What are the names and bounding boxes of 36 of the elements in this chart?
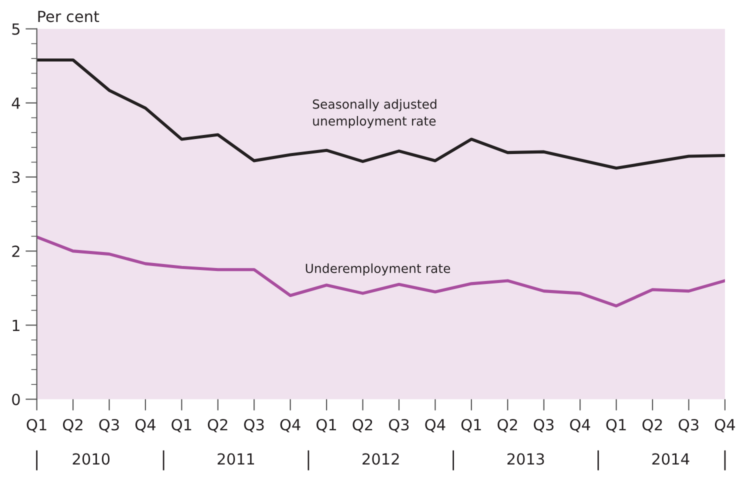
text: 2010 [72, 453, 110, 465]
x-tick-label: Q2 [63, 418, 82, 432]
y-tick-label: 0 [12, 394, 20, 406]
x-tick-label: Q2 [498, 418, 517, 432]
x-tick-label: Q1 [461, 418, 481, 432]
x-tick-label: Q1 [172, 418, 192, 432]
y-tick-label: 5 [12, 24, 20, 35]
y-tick-label: 3 [12, 171, 20, 184]
x-tick-label: Q1 [606, 418, 626, 432]
x-tick-label: Q2 [352, 418, 372, 432]
y-tick-label: 4 [12, 98, 20, 109]
text: 2012 [362, 453, 399, 465]
x-tick-label: Q3 [534, 418, 554, 432]
x-tick-label: Q4 [425, 418, 446, 432]
x-tick-label: Q3 [99, 418, 119, 432]
x-tick-label: Q4 [714, 418, 735, 432]
text: 2011 [218, 453, 254, 465]
y-tick-label: 2 [12, 246, 20, 257]
x-tick-label: Q4 [570, 418, 590, 432]
x-tick-label: Q3 [678, 418, 698, 432]
x-tick-label: Q4 [135, 418, 156, 432]
y-axis-title: Per cent [38, 10, 100, 22]
series-label: Seasonally adjusted unemployment rate [312, 99, 436, 128]
x-tick-label: Q4 [280, 418, 300, 432]
x-tick-label: Q1 [316, 418, 336, 432]
line-series [36, 58, 725, 170]
x-tick-label: Q3 [244, 418, 264, 432]
series-label: Underemployment rate [306, 263, 450, 276]
x-tick-label: Q2 [208, 418, 228, 432]
text: 2014 [652, 453, 690, 465]
x-tick-label: Q1 [26, 418, 46, 432]
line-series [36, 235, 725, 308]
text: 2013 [507, 453, 544, 465]
x-tick-label: Q2 [642, 418, 662, 432]
y-tick-label: 1 [12, 320, 20, 331]
x-tick-label: Q3 [388, 418, 409, 432]
